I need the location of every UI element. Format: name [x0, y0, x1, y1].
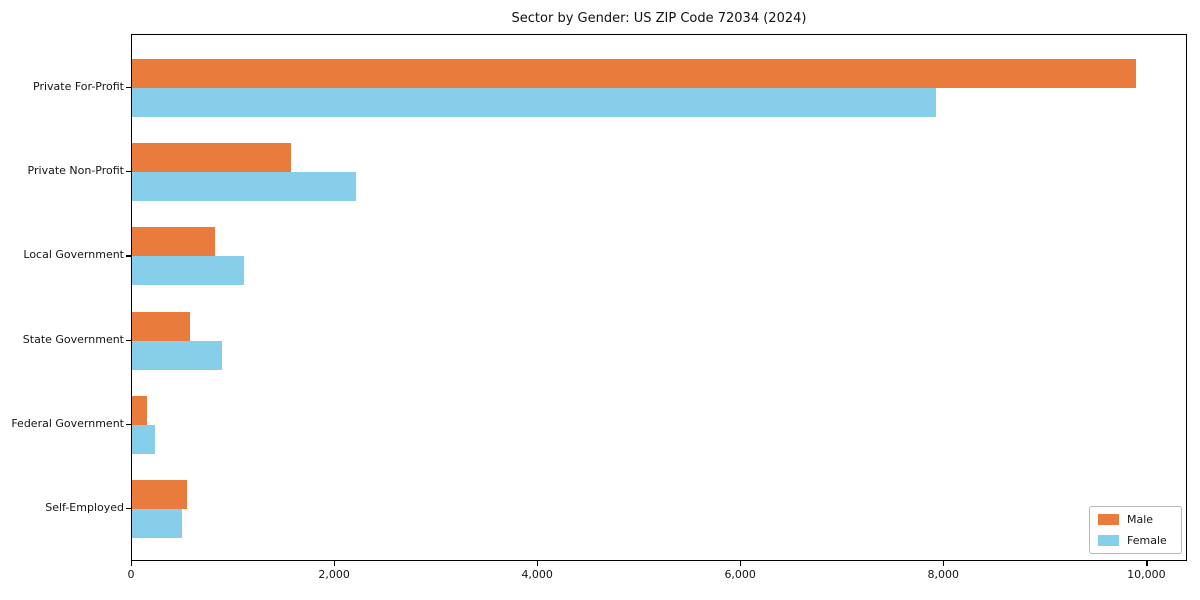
- y-tick-4: [126, 423, 131, 425]
- legend-item-female: Female: [1098, 534, 1173, 547]
- bar-male-4: [132, 395, 148, 425]
- y-tick-0: [126, 87, 131, 89]
- y-axis-label-1: Private Non-Profit: [27, 164, 124, 178]
- bar-female-4: [132, 424, 156, 454]
- plot-area: [131, 34, 1187, 561]
- legend-label-female: Female: [1127, 534, 1167, 547]
- legend-swatch-male-icon: [1098, 514, 1119, 525]
- x-tick-label-3: 6,000: [724, 568, 756, 581]
- bar-male-1: [132, 143, 292, 173]
- y-axis-label-0: Private For-Profit: [33, 80, 124, 93]
- chart-title: Sector by Gender: US ZIP Code 72034 (202…: [511, 11, 807, 26]
- y-axis-label-4: Federal Government: [11, 416, 124, 430]
- x-tick-label-1: 2,000: [318, 568, 350, 581]
- x-tick-0: [131, 561, 133, 566]
- legend-item-male: Male: [1098, 513, 1173, 526]
- bar-male-3: [132, 311, 190, 341]
- x-tick-label-2: 4,000: [521, 568, 553, 581]
- bar-male-0: [132, 59, 1137, 88]
- x-tick-3: [740, 561, 742, 566]
- x-tick-5: [1146, 561, 1148, 566]
- legend: Male Female: [1089, 506, 1182, 554]
- y-axis-label-3: State Government: [22, 332, 124, 346]
- legend-label-male: Male: [1127, 513, 1154, 526]
- bar-male-2: [132, 227, 216, 257]
- y-tick-2: [126, 255, 131, 257]
- y-axis-label-5: Self-Employed: [45, 501, 124, 514]
- bar-male-5: [132, 480, 187, 509]
- y-axis-label-2: Local Government: [23, 248, 124, 262]
- x-tick-label-4: 8,000: [927, 568, 960, 581]
- bar-female-3: [132, 340, 223, 370]
- x-tick-1: [334, 561, 336, 566]
- y-tick-3: [126, 339, 131, 341]
- legend-swatch-female-icon: [1098, 535, 1119, 546]
- y-tick-5: [126, 508, 131, 510]
- x-tick-label-5: 10,000: [1127, 568, 1166, 581]
- x-tick-4: [943, 561, 945, 566]
- y-tick-1: [126, 171, 131, 173]
- bar-female-0: [132, 88, 937, 117]
- x-tick-label-0: 0: [127, 568, 135, 581]
- x-tick-2: [537, 561, 539, 566]
- bar-female-2: [132, 256, 244, 286]
- bar-female-1: [132, 172, 357, 202]
- bar-female-5: [132, 509, 182, 538]
